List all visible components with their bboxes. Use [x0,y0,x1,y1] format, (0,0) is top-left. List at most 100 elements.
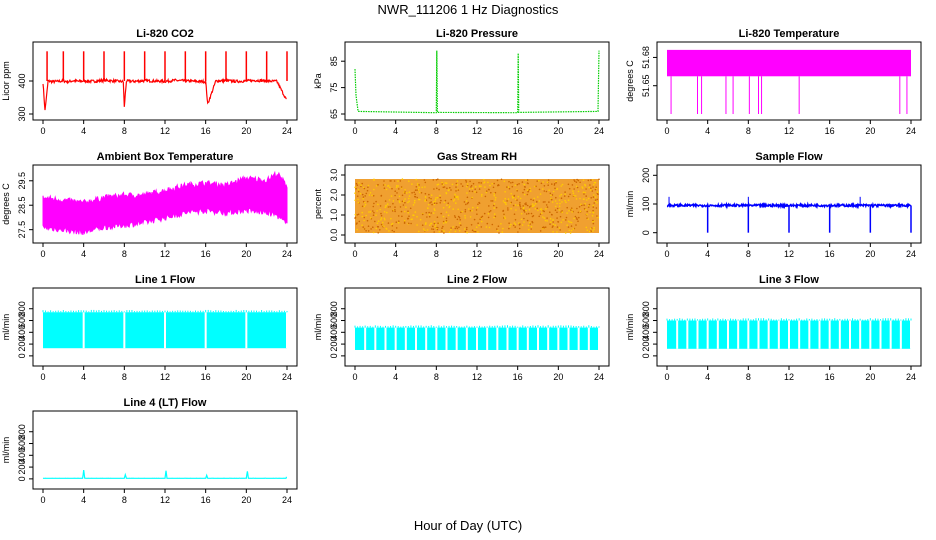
scatter-point [571,211,573,213]
scatter-point [459,219,462,221]
scatter-point [453,196,456,198]
scatter-point [384,200,387,202]
series-line-0 [354,50,600,114]
scatter-point [520,208,522,210]
scatter-point [448,205,451,208]
scatter-point [506,186,508,188]
scatter-point [466,231,468,234]
x-tick-label: 4 [81,126,86,136]
scatter-point [583,198,585,200]
scatter-point [578,216,580,219]
scatter-point [564,199,566,202]
scatter-point [379,205,382,207]
scatter-point [357,188,360,191]
scatter-point [458,226,460,228]
scatter-point [354,213,357,216]
scatter-point [411,183,413,185]
scatter-point [466,226,468,229]
scatter-point [593,194,595,196]
scatter-point [465,181,468,183]
scatter-point [536,200,538,203]
scatter-point [465,228,468,231]
x-tick-label: 16 [201,126,211,136]
x-tick-label: 4 [393,372,398,382]
scatter-point [510,223,512,226]
scatter-point [554,200,557,202]
scatter-point [442,222,445,224]
scatter-point [456,227,459,230]
scatter-point [565,201,567,204]
scatter-point [433,208,436,210]
flow-gap [828,320,831,349]
scatter-point [528,228,530,231]
scatter-point [410,222,412,225]
scatter-point [457,215,460,218]
scatter-point [476,206,479,209]
scatter-point [500,178,503,181]
scatter-point [431,228,433,230]
scatter-point [467,201,470,204]
scatter-point [408,200,411,202]
x-tick-label: 4 [393,126,398,136]
scatter-point [542,216,544,218]
scatter-point [592,206,595,208]
scatter-band [355,179,599,233]
flow-gap [567,327,570,350]
x-tick-label: 8 [434,126,439,136]
scatter-point [551,194,554,196]
flow-gap [696,320,699,349]
scatter-point [460,183,462,185]
y-tick-label: 600 [329,313,339,328]
scatter-point [354,192,356,194]
data-layer [354,178,600,234]
scatter-point [363,187,366,190]
scatter-point [430,212,433,214]
scatter-point [511,181,514,184]
flow-gap [404,327,407,350]
scatter-point [452,200,455,202]
scatter-point [514,226,516,228]
scatter-point [375,185,378,187]
scatter-point [354,199,356,202]
y-axis-label: percent [313,188,323,219]
scatter-point [448,206,451,209]
scatter-point [500,223,502,225]
scatter-point [523,183,526,186]
scatter-point [489,210,492,212]
scatter-point [517,195,520,198]
scatter-point [382,221,384,224]
scatter-point [576,207,578,210]
scatter-point [444,182,447,184]
scatter-point [396,184,398,187]
scatter-point [400,186,403,188]
scatter-point [574,215,577,218]
scatter-point [558,209,561,211]
scatter-point [508,187,511,190]
data-layer [42,470,288,480]
scatter-point [437,222,439,224]
scatter-point [365,214,367,217]
x-tick-label: 12 [784,249,794,259]
x-tick-label: 12 [784,372,794,382]
scatter-point [437,178,439,180]
scatter-point [385,188,388,191]
scatter-point [392,200,395,202]
scatter-point [384,219,386,221]
scatter-point [380,194,383,197]
scatter-point [546,181,549,184]
scatter-point [476,213,478,215]
scatter-point [367,186,369,188]
flow-gap [706,320,709,349]
y-axis-label: degrees C [625,60,635,102]
y-tick-label: 200 [17,460,27,475]
scatter-point [516,183,519,186]
scatter-point [414,199,416,202]
scatter-point [551,201,554,203]
scatter-point [394,209,396,211]
scatter-point [561,211,563,213]
scatter-point [514,219,517,221]
series-line-0 [42,77,287,111]
scatter-point [561,210,563,212]
scatter-point [357,213,360,216]
scatter-point [525,203,527,206]
